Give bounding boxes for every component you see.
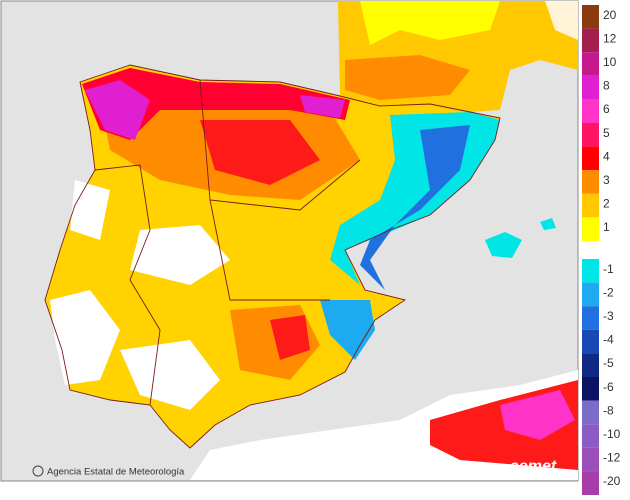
legend: 20 12 10 8 6 5 4 3 2 1 -1 -2 -3 -4 -5 -6 -8 -10 -12 -20 <box>582 5 621 495</box>
legend-swatch <box>582 28 599 53</box>
africa-very-hot <box>500 390 575 440</box>
north-coast <box>82 68 350 140</box>
legend-swatch <box>582 329 599 354</box>
legend-label: 8 <box>603 79 610 93</box>
legend-label: 5 <box>603 126 610 140</box>
legend-swatch <box>582 306 599 330</box>
legend-label: 4 <box>603 149 610 163</box>
legend-label: -12 <box>603 451 621 465</box>
legend-swatch <box>582 447 599 472</box>
legend-label: -10 <box>603 427 621 441</box>
legend-swatch <box>582 400 599 425</box>
warm-gap <box>50 290 120 385</box>
copyright-icon <box>32 465 44 477</box>
east-cold <box>360 125 470 290</box>
legend-swatch <box>582 282 599 307</box>
legend-swatch <box>582 377 599 401</box>
legend-label: 6 <box>603 102 610 116</box>
legend-swatch <box>582 146 599 171</box>
legend-label: -6 <box>603 380 614 394</box>
warm-gap <box>130 225 230 285</box>
legend-label: -2 <box>603 285 614 299</box>
legend-label: 10 <box>603 55 617 69</box>
legend-swatch <box>582 5 599 29</box>
legend-swatch <box>582 471 599 495</box>
legend-swatch <box>582 99 599 123</box>
legend-swatch <box>582 353 599 377</box>
legend-swatch <box>582 170 599 194</box>
legend-label: 1 <box>603 220 610 234</box>
credit: Agencia Estatal de Meteorología <box>47 467 185 478</box>
legend-label: 3 <box>603 173 610 187</box>
southeast-cool <box>320 300 375 360</box>
coastline <box>44 64 501 449</box>
map <box>0 0 579 482</box>
france-north <box>360 1 500 45</box>
north-hot <box>200 120 320 185</box>
logo: aemet <box>510 458 557 475</box>
legend-label: -3 <box>603 309 614 323</box>
legend-label: -8 <box>603 403 614 417</box>
legend-label: -20 <box>603 474 621 488</box>
legend-swatch <box>582 259 599 283</box>
warm-gap <box>70 180 110 240</box>
region-borders <box>94 79 361 406</box>
warm-gap <box>120 340 220 410</box>
legend-swatch <box>582 424 599 448</box>
legend-label: -5 <box>603 356 614 370</box>
france-east <box>545 1 578 40</box>
legend-swatch <box>582 217 599 241</box>
balearics <box>485 232 522 258</box>
basque-hot <box>300 95 345 118</box>
legend-swatch <box>582 193 599 218</box>
menorca <box>540 218 556 230</box>
legend-swatch <box>582 52 599 76</box>
legend-swatch <box>582 75 599 100</box>
galicia-hot <box>85 80 150 140</box>
legend-label: 12 <box>603 31 617 45</box>
legend-label: 2 <box>603 197 610 211</box>
legend-swatch <box>582 123 599 147</box>
france-south <box>345 55 470 100</box>
legend-label: -4 <box>603 333 614 347</box>
legend-label: 20 <box>603 8 617 22</box>
south-hot <box>270 315 310 360</box>
legend-label: -1 <box>603 262 614 276</box>
